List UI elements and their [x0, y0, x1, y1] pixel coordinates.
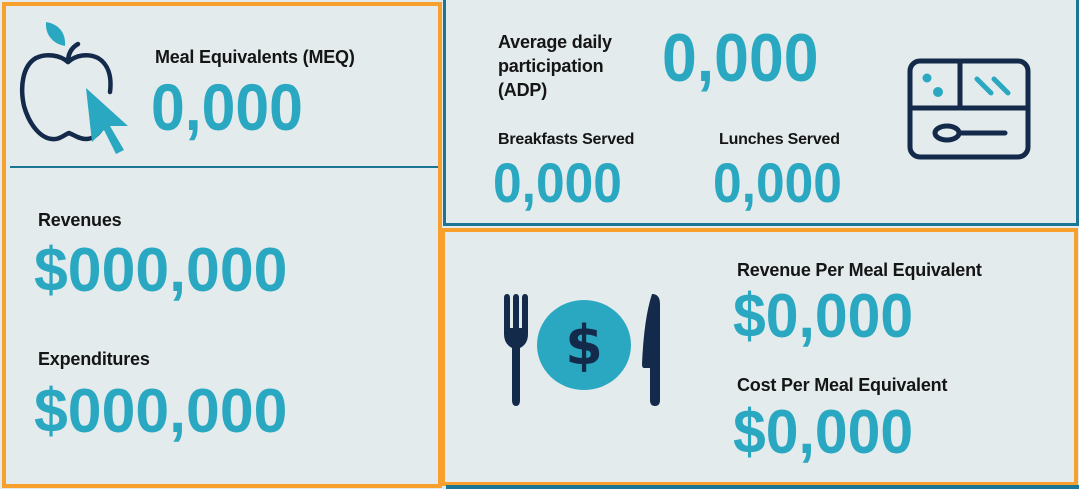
- expenditures-label: Expenditures: [38, 349, 150, 369]
- revenue-per-meq-value: $0,000: [733, 282, 914, 351]
- panel-edge-line: [446, 485, 1079, 489]
- revenues-value: $000,000: [34, 236, 288, 305]
- cost-per-meq-label: Cost Per Meal Equivalent: [737, 375, 948, 395]
- adp-label: Average daily participation (ADP): [498, 30, 612, 102]
- svg-text:$: $: [565, 314, 603, 377]
- meq-value: 0,000: [151, 70, 303, 144]
- fork-plate-dollar-knife-icon: $: [504, 294, 660, 406]
- breakfasts-label: Breakfasts Served: [498, 131, 635, 148]
- adp-value: 0,000: [662, 20, 819, 96]
- cost-per-meq-value: $0,000: [733, 398, 914, 467]
- revenue-per-meq-label: Revenue Per Meal Equivalent: [737, 260, 982, 280]
- lunches-label: Lunches Served: [719, 131, 840, 148]
- adp-label-line1: Average daily: [498, 32, 612, 52]
- adp-label-line2: participation: [498, 56, 604, 76]
- meals-revenue-panel: [2, 2, 442, 488]
- lunches-value: 0,000: [713, 151, 842, 214]
- participation-panel: [443, 0, 1079, 226]
- apple-cursor-icon: [19, 22, 128, 154]
- meq-label: Meal Equivalents (MEQ): [155, 47, 355, 67]
- expenditures-value: $000,000: [34, 377, 288, 446]
- breakfasts-value: 0,000: [493, 151, 622, 214]
- lunch-tray-icon: [907, 58, 1031, 160]
- divider: [10, 166, 438, 168]
- revenues-label: Revenues: [38, 210, 122, 230]
- adp-label-line3: (ADP): [498, 80, 547, 100]
